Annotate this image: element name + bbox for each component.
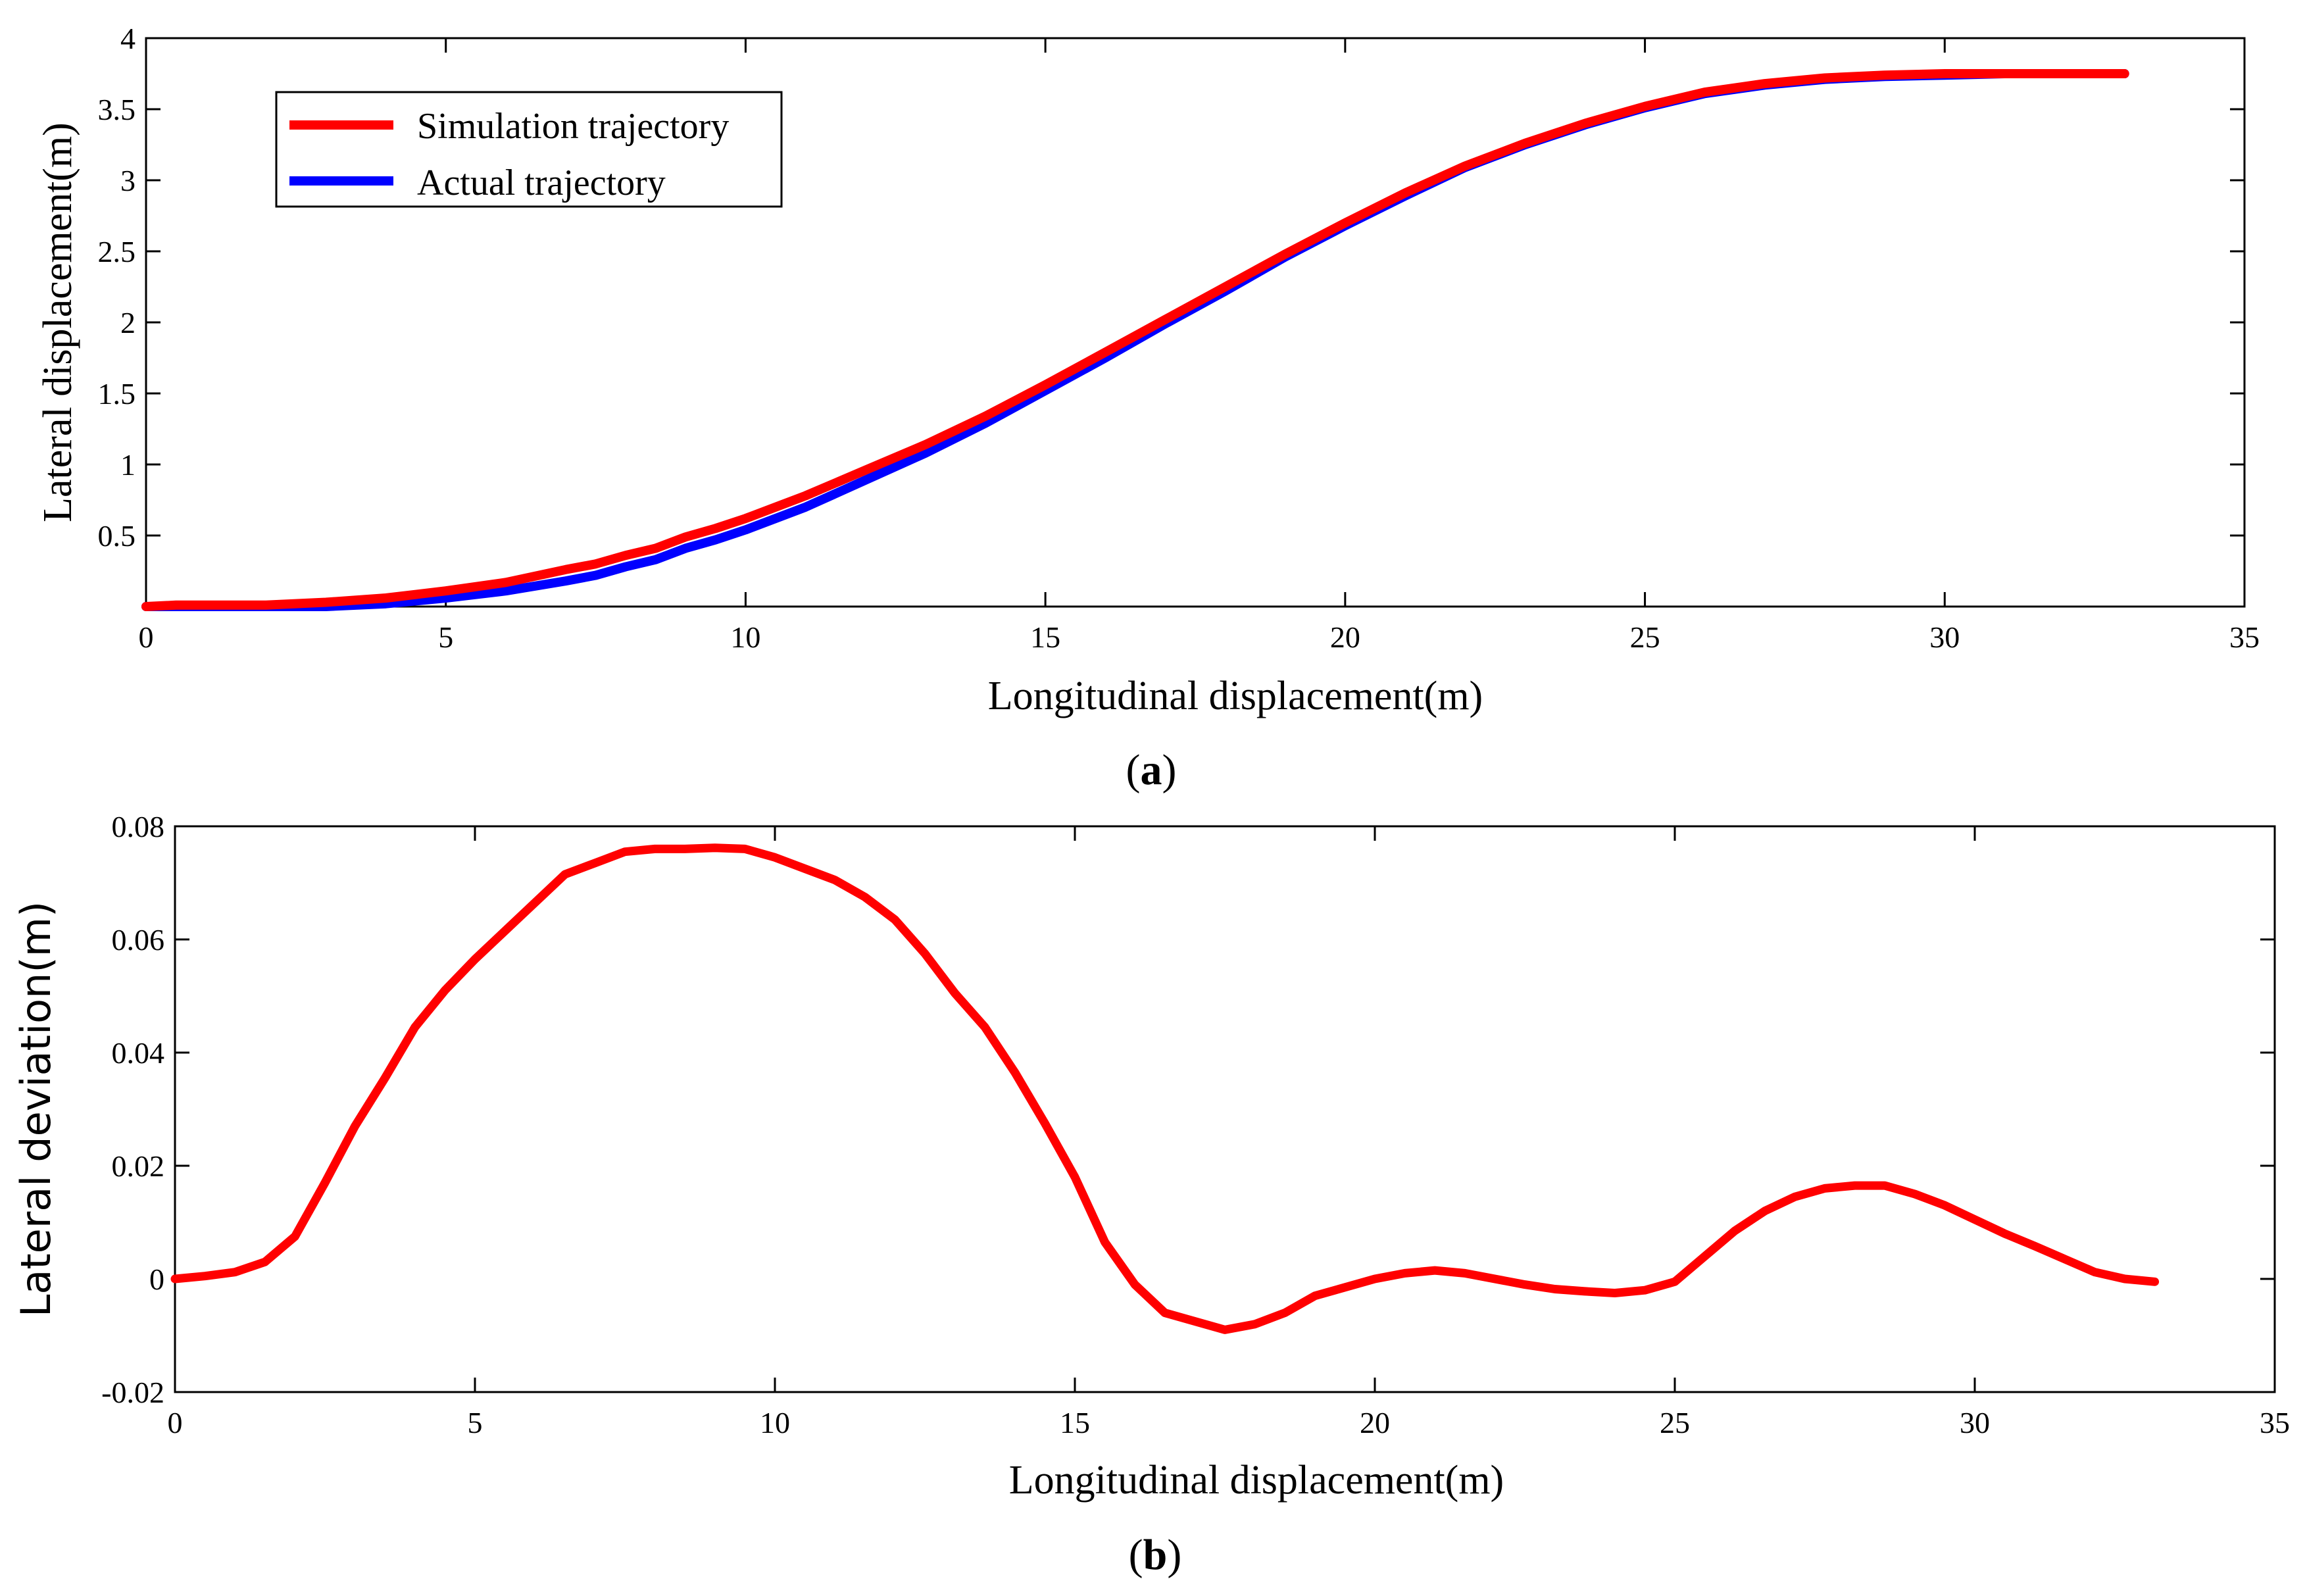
chart-a: 0 5 10 15 20 25 30 35 0.5 1 1.5 2 2.5 3 3.5 4 Longitud… (36, 22, 2260, 794)
chart-b-xtick-label: 30 (1960, 1406, 1990, 1439)
chart-b-ytick-label: 0.08 (112, 810, 165, 843)
chart-a-xtick-label: 25 (1630, 620, 1660, 654)
chart-b-ytick-label: 0.06 (112, 923, 165, 957)
chart-a-caption-open: ( (1126, 746, 1141, 794)
chart-a-xticks: 0 5 10 15 20 25 30 35 (139, 38, 2260, 654)
chart-a-xtick-label: 30 (1929, 620, 1960, 654)
chart-a-yticks: 0.5 1 1.5 2 2.5 3 3.5 4 (98, 22, 2244, 553)
chart-a-ytick-label: 0.5 (98, 519, 136, 553)
chart-a-ytick-label: 4 (120, 22, 136, 55)
chart-a-y-axis-label: Lateral displacement(m) (36, 122, 80, 522)
chart-b-xtick-label: 0 (168, 1406, 183, 1439)
chart-a-ytick-label: 3 (120, 164, 136, 197)
chart-a-x-axis-label: Longitudinal displacement(m) (988, 674, 1483, 718)
chart-a-xtick-label: 5 (438, 620, 453, 654)
chart-a-ytick-label: 1 (120, 448, 136, 482)
chart-b-ytick-label: -0.02 (101, 1376, 164, 1409)
chart-b-xtick-label: 5 (468, 1406, 483, 1439)
chart-a-xtick-label: 15 (1030, 620, 1060, 654)
chart-a-legend-box (275, 91, 783, 208)
chart-b-series (170, 843, 2160, 1334)
chart-b-xtick-label: 15 (1060, 1406, 1090, 1439)
chart-a-xtick-label: 35 (2229, 620, 2260, 654)
chart-b-caption-open: ( (1129, 1531, 1143, 1579)
chart-b-xtick-label: 20 (1360, 1406, 1390, 1439)
chart-a-caption-close: ) (1162, 746, 1177, 794)
chart-a-ytick-label: 1.5 (98, 377, 136, 411)
chart-b-x-axis-label: Longitudinal displacement(m) (1009, 1458, 1504, 1503)
chart-a-xtick-label: 20 (1330, 620, 1360, 654)
chart-a-series (141, 69, 2129, 611)
chart-b-xtick-label: 10 (760, 1406, 790, 1439)
chart-b-y-axis-label: Lateral deviation(m) (12, 901, 60, 1317)
chart-b-caption: (b) (1129, 1531, 1182, 1579)
chart-a-legend-label-actual: Actual trajectory (417, 162, 666, 203)
chart-a-legend-label-simulation: Simulation trajectory (417, 106, 729, 147)
chart-a-caption-letter: a (1141, 746, 1162, 794)
chart-b-caption-letter: b (1143, 1531, 1168, 1579)
chart-b-series-lateral-deviation (170, 843, 2160, 1334)
chart-b-ytick-label: 0.04 (112, 1036, 165, 1070)
chart-b-xtick-label: 35 (2260, 1406, 2290, 1439)
chart-b-yticks: -0.02 0 0.02 0.04 0.06 0.08 (101, 810, 2275, 1409)
chart-b-plot-frame (174, 825, 2276, 1393)
chart-a-ytick-label: 2 (120, 306, 136, 339)
chart-b-ytick-label: 0 (149, 1262, 164, 1296)
chart-b-xtick-label: 25 (1660, 1406, 1690, 1439)
chart-a-ytick-label: 2.5 (98, 235, 136, 268)
chart-a-caption: (a) (1126, 746, 1177, 794)
chart-a-xtick-label: 0 (139, 620, 154, 654)
chart-a-series-simulation-trajectory (141, 69, 2129, 611)
chart-b-caption-close: ) (1167, 1531, 1181, 1579)
chart-a-ytick-label: 3.5 (98, 93, 136, 126)
chart-b-xticks: 0 5 10 15 20 25 30 35 (168, 826, 2290, 1439)
chart-b-ytick-label: 0.02 (112, 1149, 165, 1183)
chart-a-xtick-label: 10 (730, 620, 760, 654)
chart-a-legend: Simulation trajectory Actual trajectory (275, 91, 783, 208)
